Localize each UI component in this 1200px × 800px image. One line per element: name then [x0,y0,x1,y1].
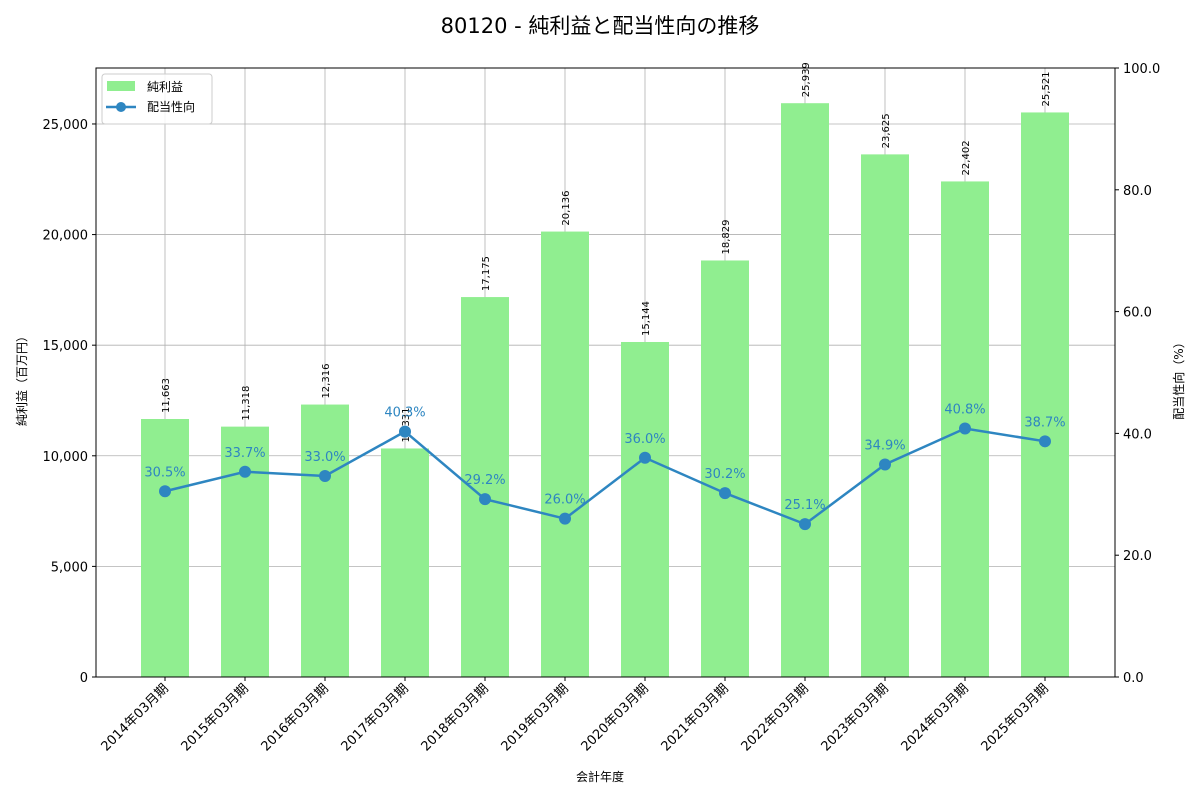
bar-series-net-income [141,103,1069,678]
pct-value-label: 29.2% [464,473,505,488]
y-left-tick-label: 25,000 [43,118,89,133]
y-right-tick-label: 60.0 [1123,306,1152,321]
line-marker [719,487,731,500]
y-right-tick-label: 40.0 [1123,427,1152,442]
line-marker [1039,435,1051,448]
line-value-labels: 30.5% 33.7% 33.0% 40.3% 29.2% 26.0% 36.0% 30.2%… [144,403,1065,514]
x-tick-label: 2020年03月期 [579,681,652,754]
y-left-tick-label: 20,000 [43,229,89,244]
y-right-tick-label: 20.0 [1123,549,1152,564]
x-axis-label: 会計年度 [576,769,624,784]
line-marker [799,518,811,531]
x-tick-label: 2017年03月期 [339,681,412,754]
bar [621,341,669,677]
pct-value-label: 30.2% [704,467,745,482]
pct-value-label: 38.7% [1024,415,1065,430]
y-axis-right-label: 配当性向（%） [1171,336,1186,419]
bar-value-label: 10,331 [401,407,412,442]
line-marker [159,485,171,498]
bar-value-label: 12,316 [321,364,332,399]
bar-value-label: 22,402 [961,140,972,175]
line-series-payout-ratio [159,422,1051,531]
line-marker [959,422,971,435]
bar [861,154,909,677]
x-tick-label: 2016年03月期 [259,681,332,754]
bar-value-label: 15,144 [641,301,652,336]
x-tick-label: 2019年03月期 [499,681,572,754]
x-tick-label: 2018年03月期 [419,681,492,754]
y-right-tick-label: 100.0 [1123,62,1160,77]
line-marker [319,470,331,483]
pct-value-label: 25.1% [784,498,825,513]
line-marker [239,465,251,478]
y-left-tick-label: 5,000 [51,560,88,575]
bar [541,231,589,677]
bar-value-label: 20,136 [561,191,572,226]
y-axis-left: 0 5,000 10,000 15,000 20,000 25,000 [43,118,96,686]
bar [701,260,749,677]
x-tick-label: 2015年03月期 [179,681,252,754]
x-tick-label: 2024年03月期 [899,681,972,754]
x-tick-label: 2025年03月期 [979,681,1052,754]
bar-value-labels: 11,663 11,318 12,316 10,331 17,175 20,136 15,1… [161,62,1052,442]
line-marker [399,425,411,438]
bar [141,418,189,677]
pct-value-label: 33.7% [224,446,265,461]
pct-value-label: 34.9% [864,438,905,453]
pct-value-label: 33.0% [304,450,345,465]
legend-bar-swatch [107,81,135,91]
plot-frame [95,67,1116,678]
line-marker [479,493,491,506]
x-tick-label: 2021年03月期 [659,681,732,754]
bar [301,404,349,677]
y-axis-left-label: 純利益（百万円） [15,330,29,426]
bar [781,103,829,678]
legend: 純利益 配当性向 [101,73,213,125]
x-tick-label: 2023年03月期 [819,681,892,754]
legend-label-payout-ratio: 配当性向 [147,99,195,114]
line-marker [639,451,651,464]
line-marker [559,512,571,525]
bar-value-label: 23,625 [881,113,892,148]
bar-value-label: 11,318 [241,386,252,421]
chart-title: 80120 - 純利益と配当性向の推移 [441,14,760,38]
pct-value-label: 36.0% [624,432,665,447]
y-right-tick-label: 0.0 [1123,671,1144,686]
bar-value-label: 25,521 [1041,71,1052,106]
x-axis: 2014年03月期 2015年03月期 2016年03月期 2017年03月期 2018… [99,677,1052,755]
bar [1021,112,1069,678]
bar [381,448,429,677]
pct-value-label: 26.0% [544,493,585,508]
x-tick-label: 2014年03月期 [99,681,172,754]
bar-value-label: 11,663 [161,378,172,413]
y-right-tick-label: 80.0 [1123,184,1152,199]
y-left-tick-label: 0 [80,671,88,686]
bar-value-label: 18,829 [721,219,732,254]
pct-value-label: 30.5% [144,465,185,480]
legend-label-net-income: 純利益 [147,80,183,94]
bar-value-label: 25,939 [801,62,812,97]
bar-value-label: 17,175 [481,256,492,291]
bar [221,426,269,677]
payout-line [164,427,1046,526]
y-left-tick-label: 10,000 [43,450,89,465]
pct-value-label: 40.3% [384,406,425,421]
legend-marker-icon [116,102,126,112]
line-marker [879,458,891,471]
y-axis-right: 0.0 20.0 40.0 60.0 80.0 100.0 [1115,62,1160,686]
x-tick-label: 2022年03月期 [739,681,812,754]
y-left-tick-label: 15,000 [43,339,89,354]
pct-value-label: 40.8% [944,403,985,418]
